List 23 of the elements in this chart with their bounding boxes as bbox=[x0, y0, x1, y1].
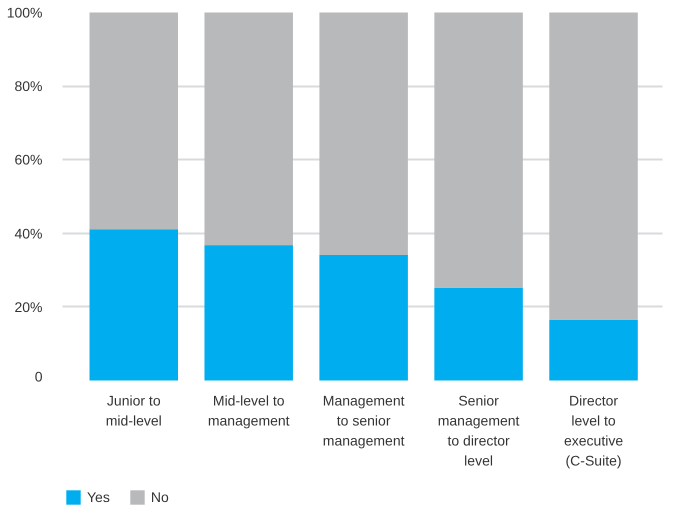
y-tick-label: 0 bbox=[34, 368, 43, 384]
x-tick-label: Senior management to director level bbox=[438, 392, 520, 468]
x-tick-label: Director level to executive (C-Suite) bbox=[564, 392, 624, 468]
y-tick-label: 100% bbox=[6, 4, 43, 20]
bar bbox=[90, 229, 178, 380]
legend-label: Yes bbox=[87, 489, 110, 505]
bar bbox=[204, 12, 293, 246]
y-tick-label: 40% bbox=[14, 225, 43, 242]
legend-label: No bbox=[150, 489, 170, 505]
x-tick-label: Junior to mid-level bbox=[106, 392, 162, 428]
y-tick-label: 80% bbox=[14, 78, 43, 94]
bar bbox=[549, 320, 638, 380]
bar bbox=[90, 12, 178, 230]
bar bbox=[204, 245, 293, 380]
x-tick-label: Mid-level to management bbox=[208, 392, 290, 428]
bar bbox=[434, 12, 523, 288]
bar bbox=[319, 12, 408, 256]
y-tick-label: 20% bbox=[14, 298, 43, 315]
bar bbox=[319, 255, 408, 380]
bar bbox=[434, 288, 523, 380]
y-tick-label: 60% bbox=[14, 152, 43, 168]
bar bbox=[549, 12, 638, 320]
x-tick-label: Management to senior management bbox=[322, 392, 405, 448]
